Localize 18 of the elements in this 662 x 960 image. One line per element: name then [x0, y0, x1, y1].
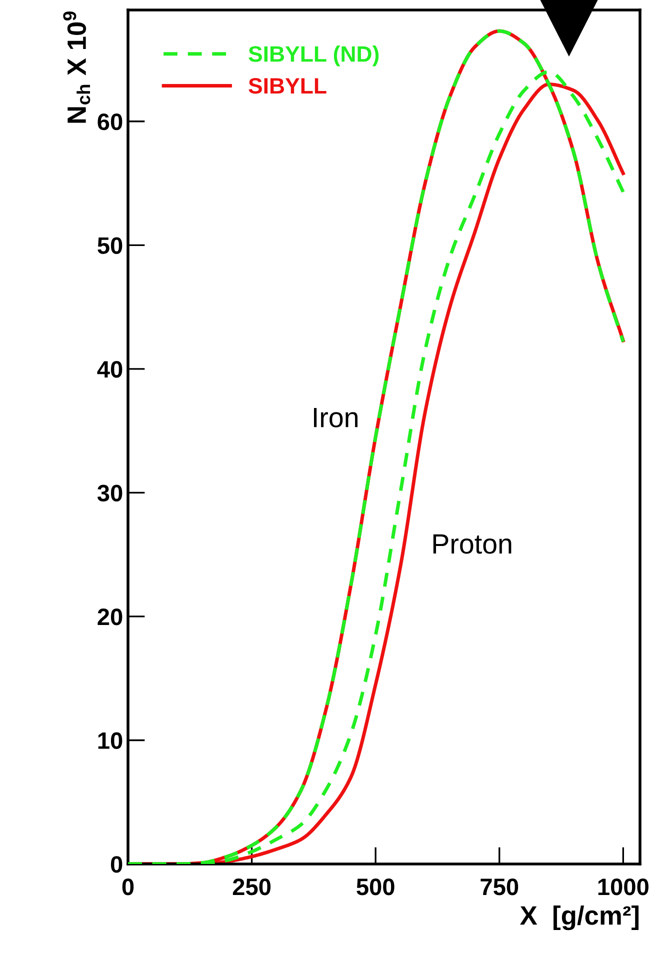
legend-label: SIBYLL (ND)	[248, 46, 379, 66]
x-axis-title: X [g/cm²]	[520, 905, 639, 930]
y-tick-label: 10	[98, 732, 122, 750]
x-tick-label: 1000	[598, 878, 648, 896]
y-tick-label: 30	[97, 484, 122, 502]
y-tick-label: 50	[98, 237, 122, 254]
annotation: Iron	[314, 408, 358, 428]
y-tick-label: 60	[98, 113, 122, 130]
x-tick-label: 500	[356, 878, 394, 896]
x-tick-label: 250	[232, 878, 271, 896]
y-tick-label: 20	[98, 608, 122, 626]
annotation: Proton	[433, 534, 512, 554]
legend-label: SIBYLL	[248, 78, 326, 94]
y-axis-title: N$_{ch}$ X 10$^{9}$	[63, 12, 90, 123]
x-tick-label: 750	[480, 878, 518, 896]
x-tick-label: 0	[122, 878, 134, 896]
y-tick-label: 40	[97, 360, 122, 378]
y-tick-label: 0	[110, 856, 122, 873]
